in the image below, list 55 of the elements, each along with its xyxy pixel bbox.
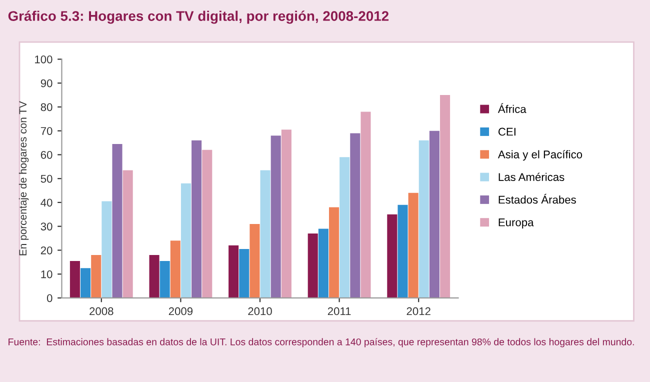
bar (281, 130, 292, 298)
bar (408, 192, 418, 298)
y-tick-label: 40 (40, 198, 52, 207)
y-tick-label: 60 (40, 150, 52, 159)
bar (102, 201, 112, 298)
x-tick-label: 2008 (90, 307, 114, 316)
bar (270, 136, 281, 298)
bar (418, 140, 429, 298)
y-tick-label: 70 (40, 127, 52, 135)
bar (202, 150, 212, 298)
bar (440, 95, 450, 298)
bar (250, 224, 260, 298)
bar (160, 260, 170, 298)
bar (239, 249, 250, 298)
bar (149, 254, 160, 298)
bar (398, 204, 408, 298)
bar (70, 260, 80, 298)
y-tick-label: 20 (40, 246, 52, 254)
chart-title: Gráfico 5.3: Hogares con TV digital, por región, 2008-2012 (8, 10, 389, 24)
x-tick-label: 2011 (328, 307, 351, 316)
bar (350, 133, 360, 298)
bar (91, 254, 102, 298)
bar (170, 240, 180, 298)
x-tick-label: 2009 (168, 307, 193, 316)
legend-label: África (498, 103, 526, 114)
y-axis-title: En porcentaje de hogares con TV (18, 101, 29, 256)
y-tick-label: 90 (40, 79, 52, 88)
y-tick-label: 80 (40, 103, 52, 112)
bar (260, 170, 270, 298)
bar (180, 183, 192, 298)
bar (328, 207, 340, 298)
bar (308, 233, 318, 298)
y-tick-label: 100 (35, 55, 52, 64)
bar (80, 268, 91, 298)
legend-label: Asia y el Pacífico (498, 150, 582, 161)
bar (112, 144, 122, 298)
source-note: Fuente: Estimaciones basadas en datos de la UIT. Los datos corresponden a 140 países, que representan 98% de todos los hogares del mundo. (8, 338, 634, 348)
x-tick-label: 2010 (248, 307, 272, 316)
legend-label: Europa (498, 218, 534, 228)
y-tick-label: 0 (46, 294, 52, 302)
legend-label: CEI (498, 128, 516, 136)
x-tick-label: 2012 (406, 307, 430, 316)
bar (318, 228, 328, 298)
bar (192, 140, 202, 298)
bar (340, 157, 350, 298)
y-tick-label: 50 (40, 174, 52, 183)
y-tick-label: 10 (41, 270, 52, 278)
bar (360, 112, 371, 298)
bar (429, 130, 440, 298)
bar (387, 214, 398, 298)
legend-label: Las Américas (498, 172, 564, 182)
y-tick-label: 30 (40, 222, 52, 230)
legend-label: Estados Árabes (498, 194, 576, 204)
bar (122, 170, 133, 298)
bar (228, 245, 239, 298)
